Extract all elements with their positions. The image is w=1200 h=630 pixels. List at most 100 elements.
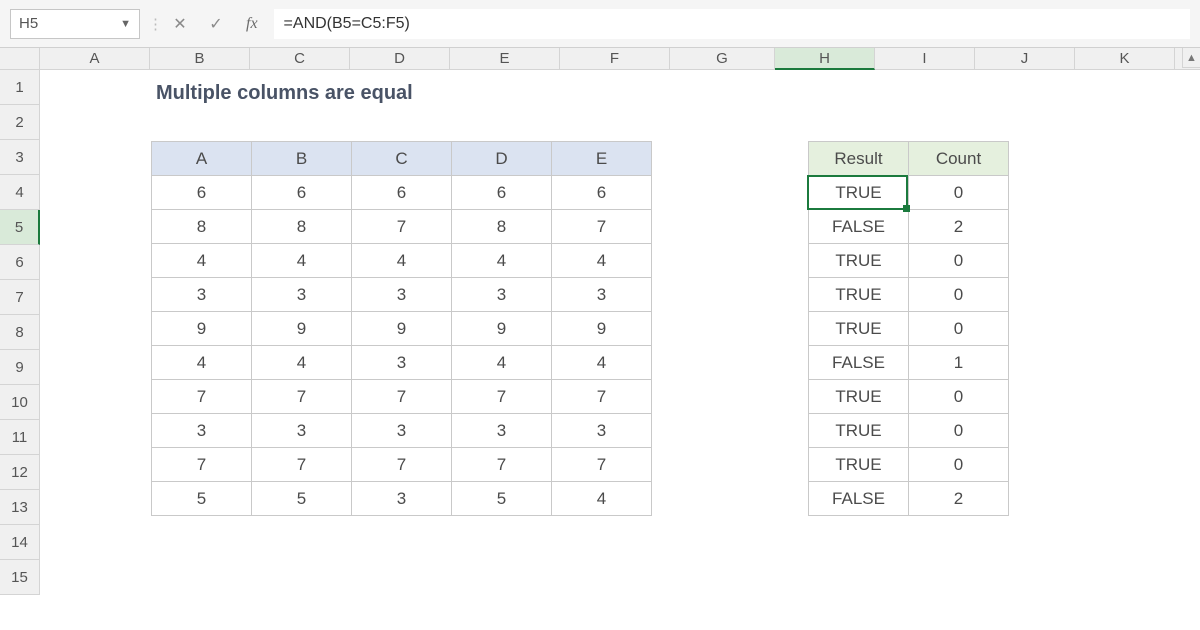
col-header-H[interactable]: H: [775, 48, 875, 70]
select-all-corner[interactable]: [0, 48, 40, 70]
cell[interactable]: [670, 280, 775, 315]
cell[interactable]: [1175, 385, 1200, 420]
cell[interactable]: [670, 385, 775, 420]
name-box[interactable]: H5 ▼: [10, 9, 140, 39]
table-cell[interactable]: 4: [252, 244, 352, 278]
cell[interactable]: [775, 525, 875, 560]
table-cell[interactable]: 6: [352, 176, 452, 210]
cell[interactable]: [1175, 525, 1200, 560]
cell[interactable]: [1175, 455, 1200, 490]
cell[interactable]: [670, 245, 775, 280]
col-header-K[interactable]: K: [1075, 48, 1175, 70]
cell[interactable]: [1075, 140, 1175, 175]
cell[interactable]: [670, 560, 775, 595]
cell[interactable]: [40, 385, 150, 420]
row-header-9[interactable]: 9: [0, 350, 40, 385]
cell[interactable]: [670, 350, 775, 385]
table-cell[interactable]: 9: [352, 312, 452, 346]
row-header-4[interactable]: 4: [0, 175, 40, 210]
row-header-3[interactable]: 3: [0, 140, 40, 175]
cell[interactable]: [1075, 210, 1175, 245]
cancel-formula-button[interactable]: ✕: [166, 10, 194, 38]
table-cell[interactable]: 7: [552, 380, 652, 414]
cell[interactable]: [150, 105, 250, 140]
table-cell[interactable]: 0: [909, 244, 1009, 278]
cell[interactable]: [670, 105, 775, 140]
col-header-D[interactable]: D: [350, 48, 450, 70]
cell[interactable]: [670, 525, 775, 560]
table-cell[interactable]: TRUE: [809, 176, 909, 210]
table-cell[interactable]: 3: [152, 278, 252, 312]
cell[interactable]: [40, 175, 150, 210]
cell[interactable]: [40, 315, 150, 350]
cell[interactable]: [670, 140, 775, 175]
table-cell[interactable]: 5: [452, 482, 552, 516]
cell[interactable]: [1175, 105, 1200, 140]
table-cell[interactable]: 6: [252, 176, 352, 210]
col-header-J[interactable]: J: [975, 48, 1075, 70]
cell[interactable]: [670, 455, 775, 490]
table-cell[interactable]: 3: [352, 346, 452, 380]
fx-icon[interactable]: fx: [246, 15, 258, 33]
cell[interactable]: [560, 105, 670, 140]
cell[interactable]: [1175, 140, 1200, 175]
table-cell[interactable]: 7: [452, 448, 552, 482]
row-header-12[interactable]: 12: [0, 455, 40, 490]
table-cell[interactable]: 7: [152, 448, 252, 482]
table-cell[interactable]: 3: [252, 414, 352, 448]
table-cell[interactable]: 5: [152, 482, 252, 516]
cell[interactable]: [1175, 490, 1200, 525]
table-cell[interactable]: 6: [152, 176, 252, 210]
cell[interactable]: [975, 105, 1075, 140]
table-cell[interactable]: FALSE: [809, 482, 909, 516]
cell[interactable]: [1175, 315, 1200, 350]
table-cell[interactable]: 3: [352, 278, 452, 312]
table-cell[interactable]: TRUE: [809, 414, 909, 448]
formula-input[interactable]: =AND(B5=C5:F5): [274, 9, 1190, 39]
table-cell[interactable]: 2: [909, 482, 1009, 516]
table-cell[interactable]: 3: [452, 414, 552, 448]
cell[interactable]: [40, 350, 150, 385]
cell[interactable]: [450, 105, 560, 140]
col-header-F[interactable]: F: [560, 48, 670, 70]
table-cell[interactable]: TRUE: [809, 312, 909, 346]
cell[interactable]: [40, 105, 150, 140]
table-cell[interactable]: 9: [552, 312, 652, 346]
table-cell[interactable]: 6: [452, 176, 552, 210]
table-cell[interactable]: 6: [552, 176, 652, 210]
cell[interactable]: [1075, 70, 1175, 105]
accept-formula-button[interactable]: ✓: [202, 10, 230, 38]
table-cell[interactable]: FALSE: [809, 210, 909, 244]
cell[interactable]: [1075, 105, 1175, 140]
table-cell[interactable]: 7: [152, 380, 252, 414]
cell[interactable]: [1175, 245, 1200, 280]
cell[interactable]: [40, 455, 150, 490]
table-cell[interactable]: 8: [152, 210, 252, 244]
cell[interactable]: [560, 70, 670, 105]
table-cell[interactable]: 8: [252, 210, 352, 244]
cell[interactable]: [1075, 315, 1175, 350]
cell[interactable]: [775, 70, 875, 105]
col-header-E[interactable]: E: [450, 48, 560, 70]
table-cell[interactable]: 4: [152, 346, 252, 380]
cell[interactable]: [450, 560, 560, 595]
row-header-1[interactable]: 1: [0, 70, 40, 105]
table-cell[interactable]: 3: [352, 414, 452, 448]
cell[interactable]: [1175, 175, 1200, 210]
cell[interactable]: [1075, 175, 1175, 210]
cell[interactable]: [250, 105, 350, 140]
row-header-10[interactable]: 10: [0, 385, 40, 420]
cell[interactable]: [1075, 385, 1175, 420]
cell[interactable]: [1075, 245, 1175, 280]
cell[interactable]: [1175, 280, 1200, 315]
cell[interactable]: [350, 105, 450, 140]
table-cell[interactable]: 7: [252, 448, 352, 482]
table-cell[interactable]: 0: [909, 176, 1009, 210]
scroll-up-button[interactable]: ▲: [1182, 48, 1200, 68]
cell[interactable]: [40, 70, 150, 105]
cell[interactable]: [670, 210, 775, 245]
cell[interactable]: [975, 560, 1075, 595]
cell[interactable]: [1175, 560, 1200, 595]
table-cell[interactable]: 3: [252, 278, 352, 312]
cell[interactable]: [1175, 420, 1200, 455]
